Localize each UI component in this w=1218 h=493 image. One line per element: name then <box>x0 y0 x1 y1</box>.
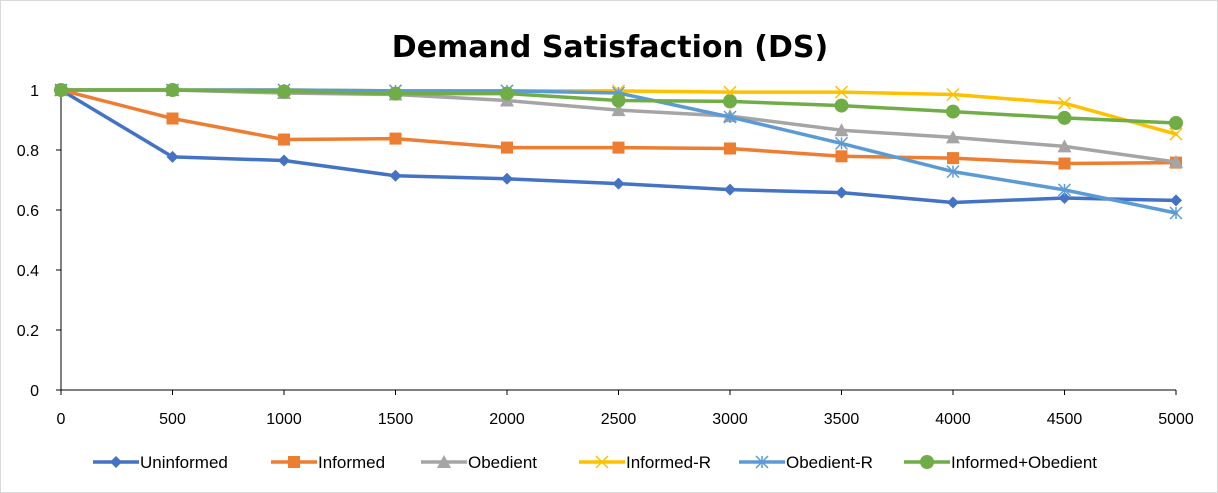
legend-item-obedient-r: Obedient-R <box>739 453 873 472</box>
data-point-obedient <box>1169 155 1183 168</box>
data-point-informed <box>835 150 848 163</box>
data-point-informed-r <box>946 87 960 102</box>
data-point-informed-obedient <box>946 104 960 119</box>
data-point-informed-obedient <box>834 98 849 113</box>
data-point-obedient-r <box>946 165 960 179</box>
x-tick-label: 2500 <box>601 411 637 428</box>
data-point-obedient-r <box>1057 183 1072 197</box>
data-point-uninformed <box>166 150 179 163</box>
data-point-informed-obedient <box>500 86 514 101</box>
legend-marker <box>437 455 451 468</box>
data-point-obedient-r <box>834 136 849 150</box>
legend-item-informed: Informed <box>271 453 385 472</box>
x-tick-label: 3000 <box>712 411 748 428</box>
legend-label: Obedient <box>468 453 537 472</box>
marker-stroke <box>946 87 960 102</box>
legend-item-informed-r: Informed-R <box>579 453 711 472</box>
data-point-uninformed <box>612 177 625 190</box>
data-point-informed-r <box>1057 96 1072 110</box>
data-point-uninformed <box>1058 192 1071 204</box>
legend-item-informed-obedient: Informed+Obedient <box>904 453 1097 472</box>
x-tick-label: 500 <box>159 411 186 428</box>
marker-stroke <box>1057 96 1072 110</box>
data-point-informed-obedient <box>723 94 737 109</box>
data-point-informed <box>166 112 179 125</box>
y-tick-label: 1 <box>30 83 39 100</box>
data-point-informed <box>1058 157 1071 170</box>
data-point-obedient-r <box>723 110 737 124</box>
data-point-obedient <box>1057 139 1072 153</box>
y-tick-label: 0.4 <box>17 263 39 280</box>
marker-stroke <box>834 85 849 99</box>
data-point-informed-obedient <box>388 86 403 101</box>
data-point-informed-obedient <box>1057 110 1072 125</box>
legend-label: Informed <box>318 453 385 472</box>
legend-item-uninformed: Uninformed <box>93 453 228 472</box>
marker-stroke <box>595 455 609 469</box>
data-point-informed-r <box>834 85 849 99</box>
legend-marker <box>288 456 300 468</box>
x-tick-label: 1000 <box>266 411 302 428</box>
data-point-informed <box>612 141 625 154</box>
data-point-informed <box>278 133 290 146</box>
x-tick-label: 5000 <box>1158 411 1194 428</box>
legend-label: Informed-R <box>626 453 711 472</box>
x-tick-label: 3500 <box>824 411 860 428</box>
data-point-informed-obedient <box>1169 116 1183 130</box>
x-tick-label: 2000 <box>489 411 525 428</box>
axes: 0 0.2 0.4 0.6 0.8 1 0 500 1000 1500 2000 2500 3000 35… <box>17 83 1194 428</box>
data-point-informed-r <box>1169 127 1183 141</box>
chart-title: Demand Satisfaction (DS) <box>392 30 828 65</box>
y-tick-label: 0.6 <box>17 203 39 220</box>
data-point-informed-obedient <box>54 83 68 97</box>
y-tick-label: 0 <box>30 383 39 400</box>
legend-marker <box>110 456 122 468</box>
data-point-uninformed <box>278 154 290 167</box>
series-uninformed <box>55 84 1182 209</box>
legend-label: Obedient-R <box>786 453 873 472</box>
legend: Uninformed Informed Obedient Informed-R Obed… <box>93 453 1097 472</box>
data-point-uninformed <box>1170 194 1182 207</box>
y-tick-label: 0.2 <box>17 323 39 340</box>
data-point-uninformed <box>389 169 402 182</box>
data-point-obedient <box>834 123 849 137</box>
data-point-informed <box>389 132 402 145</box>
series-layer <box>54 83 1183 220</box>
x-tick-label: 4500 <box>1047 411 1083 428</box>
data-point-obedient <box>946 130 960 144</box>
x-tick-label: 4000 <box>935 411 971 428</box>
data-point-uninformed <box>501 172 513 185</box>
data-point-informed-obedient <box>165 83 180 97</box>
legend-marker <box>755 455 769 469</box>
legend-label: Informed+Obedient <box>951 453 1097 472</box>
data-point-informed <box>501 141 513 154</box>
series-informed-obedient <box>54 83 1183 130</box>
y-tick-label: 0.8 <box>17 143 39 160</box>
data-point-obedient <box>611 103 626 117</box>
data-point-informed <box>724 142 736 155</box>
data-point-uninformed <box>724 183 736 196</box>
data-point-uninformed <box>947 196 959 209</box>
data-point-informed <box>947 152 959 165</box>
x-tick-label: 0 <box>57 411 66 428</box>
marker-stroke <box>1169 127 1183 141</box>
legend-item-obedient: Obedient <box>421 453 537 472</box>
data-point-informed-obedient <box>611 93 626 108</box>
legend-label: Uninformed <box>140 453 228 472</box>
data-point-informed-obedient <box>277 84 291 99</box>
data-point-obedient-r <box>1169 206 1183 220</box>
legend-marker <box>920 455 934 469</box>
x-tick-label: 1500 <box>378 411 414 428</box>
data-point-uninformed <box>835 186 848 199</box>
legend-marker <box>595 455 609 469</box>
